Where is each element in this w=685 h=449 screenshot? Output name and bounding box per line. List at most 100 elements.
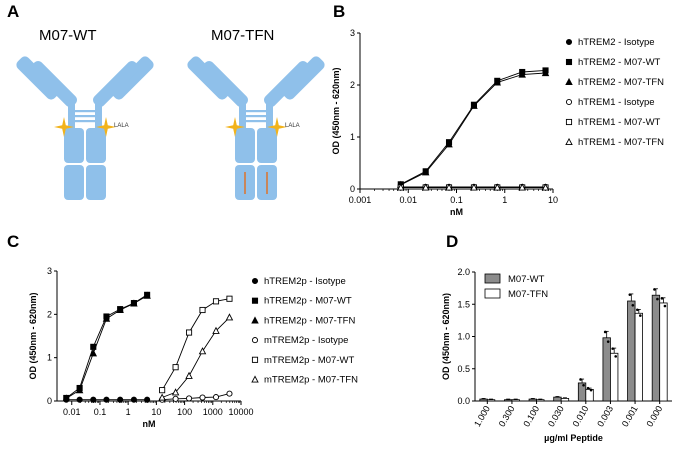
fab-left-light-chain bbox=[16, 56, 60, 100]
antibody-label-tfn: M07-TFN bbox=[211, 27, 274, 44]
hinge-disulfide bbox=[71, 120, 99, 123]
y-tick-label: 2 bbox=[350, 80, 355, 90]
tfn-mutation-mark-left bbox=[244, 172, 246, 194]
chart-c: 0 1 2 3 0.01 0.1 1 10 100 1000 10000 nM OD (450nm - … bbox=[28, 266, 358, 429]
legend-label: hTREM2p - M07-TFN bbox=[264, 315, 355, 326]
data-point bbox=[421, 183, 430, 191]
series-curve bbox=[66, 294, 148, 399]
x-axis-label: nM bbox=[450, 207, 463, 217]
hinge-disulfide bbox=[71, 110, 99, 113]
series-curve bbox=[162, 393, 230, 401]
legend-label: hTREM2 - Isotype bbox=[578, 37, 655, 48]
bar bbox=[560, 398, 570, 402]
fab-right-heavy-chain bbox=[263, 60, 311, 108]
series-curve bbox=[161, 298, 230, 391]
bar bbox=[585, 388, 594, 402]
legend-marker bbox=[565, 137, 573, 146]
legend-marker bbox=[251, 356, 259, 363]
replicate-point bbox=[656, 297, 659, 301]
legend-label: mTREM2p - M07-WT bbox=[264, 355, 354, 366]
replicate-point bbox=[663, 304, 667, 308]
data-point bbox=[117, 396, 124, 403]
bar bbox=[486, 399, 496, 402]
fc-domain bbox=[64, 128, 84, 163]
legend-marker bbox=[251, 337, 259, 344]
lala-label-tfn: LALA bbox=[285, 123, 300, 129]
bar bbox=[536, 399, 545, 402]
x-tick-label: 1 bbox=[502, 195, 507, 205]
replicate-point bbox=[589, 388, 593, 392]
y-tick-label: 1 bbox=[47, 353, 52, 363]
x-tick-label: 100 bbox=[177, 407, 192, 417]
x-category-label: 1.000 bbox=[472, 404, 492, 429]
y-axis-label: OD (450nm - 620nm) bbox=[28, 292, 38, 379]
legend-marker bbox=[565, 38, 573, 46]
legend-label: hTREM1 - Isotype bbox=[578, 97, 655, 108]
replicate-point bbox=[586, 386, 590, 390]
bar bbox=[634, 312, 643, 402]
data-point bbox=[199, 306, 206, 314]
data-point bbox=[62, 394, 71, 402]
data-point bbox=[470, 101, 478, 109]
y-tick-label: 0 bbox=[47, 396, 52, 406]
x-tick-label: 0.1 bbox=[94, 407, 107, 417]
x-tick-label: 0.01 bbox=[399, 195, 417, 205]
panel-letter-a: A bbox=[7, 2, 19, 21]
series-curve bbox=[66, 295, 148, 399]
hinge-right bbox=[95, 102, 102, 128]
y-tick-label: 0.0 bbox=[457, 396, 470, 406]
data-point bbox=[212, 394, 220, 401]
replicate-point bbox=[611, 347, 614, 350]
data-point bbox=[397, 183, 405, 191]
fc-domain bbox=[257, 128, 277, 163]
y-tick-label: 1.5 bbox=[457, 299, 470, 309]
bar bbox=[479, 398, 488, 402]
data-point bbox=[103, 396, 110, 403]
legend-marker bbox=[251, 375, 259, 383]
data-point bbox=[518, 70, 526, 78]
x-tick-label: 10 bbox=[548, 195, 558, 205]
fab-right-light-chain bbox=[281, 56, 325, 100]
x-tick-label: 0.1 bbox=[450, 195, 463, 205]
fab-left-heavy-chain bbox=[30, 60, 78, 108]
data-point bbox=[102, 314, 111, 322]
data-point bbox=[226, 295, 233, 302]
data-point bbox=[186, 329, 193, 336]
data-point bbox=[445, 140, 453, 148]
y-tick-label: 2.0 bbox=[457, 267, 470, 277]
bar bbox=[528, 398, 537, 402]
x-category-label: 0.030 bbox=[546, 404, 566, 429]
hinge-left bbox=[68, 102, 75, 128]
data-point bbox=[185, 371, 193, 379]
x-tick-label: 1000 bbox=[203, 407, 223, 417]
lala-mutation-star-right bbox=[96, 117, 116, 137]
x-axis-label: µg/ml Peptide bbox=[544, 433, 603, 443]
replicate-point bbox=[606, 340, 610, 343]
chart-b: 0 1 2 3 0.001 0.01 0.1 1 10 nM OD (450nm - 620nm) h… bbox=[331, 28, 664, 217]
data-point bbox=[541, 183, 550, 191]
bar bbox=[602, 337, 611, 402]
legend-marker bbox=[251, 277, 259, 285]
x-category-label: 0.001 bbox=[620, 404, 640, 429]
panel-letter-d: D bbox=[446, 232, 458, 251]
fab-left-light-chain bbox=[187, 56, 231, 100]
x-tick-label: 1 bbox=[126, 407, 131, 417]
data-point bbox=[143, 291, 151, 299]
lala-mutation-star-left bbox=[54, 117, 74, 137]
fab-right-light-chain bbox=[110, 56, 154, 100]
panel-letter-c: C bbox=[7, 232, 19, 251]
y-tick-label: 1.0 bbox=[457, 332, 470, 342]
data-point bbox=[445, 183, 453, 191]
x-category-label: 0.300 bbox=[497, 404, 517, 429]
fab-right-heavy-chain bbox=[92, 60, 140, 108]
series-curve bbox=[400, 69, 546, 185]
data-point bbox=[541, 68, 550, 77]
replicate-point bbox=[636, 308, 639, 312]
legend-label: hTREM1 - M07-TFN bbox=[578, 137, 664, 148]
legend-swatch bbox=[484, 273, 501, 284]
legend-marker bbox=[565, 77, 573, 86]
data-point bbox=[421, 168, 430, 176]
antibody-illustration-wt bbox=[16, 56, 154, 200]
data-point bbox=[90, 396, 97, 403]
